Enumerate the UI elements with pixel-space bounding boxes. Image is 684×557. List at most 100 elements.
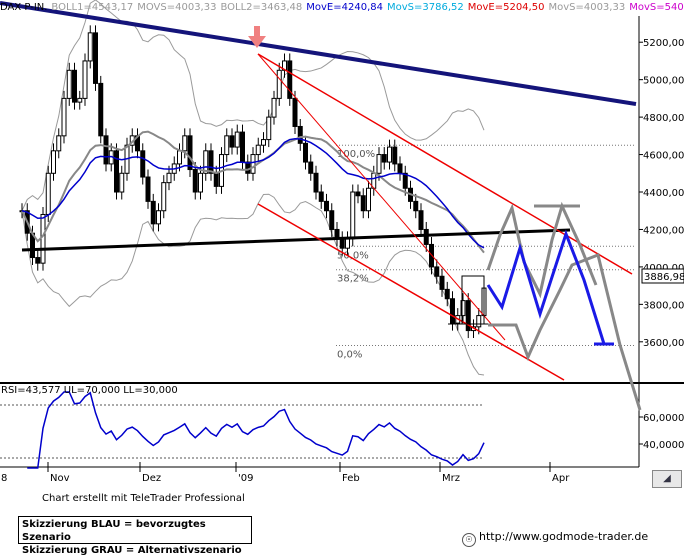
rsi-tick-40: 40,0000 <box>643 440 684 451</box>
candle-body <box>339 238 345 249</box>
candle-body <box>297 125 303 144</box>
candle-body <box>450 298 455 324</box>
y-tick-label: 5200,00 <box>643 38 684 49</box>
y-tick-label: 4800,00 <box>643 113 684 124</box>
candle-body <box>465 300 471 332</box>
candle-body <box>261 139 266 146</box>
candle-body <box>423 228 429 245</box>
y-tick-label: 5000,00 <box>643 76 684 87</box>
candle-body <box>376 154 382 174</box>
candle-body <box>240 131 245 163</box>
header-boll2: BOLL2=3463,48 <box>220 2 303 13</box>
last-price-tag: 3886,98 <box>641 268 684 284</box>
scroll-button[interactable]: ◢ <box>652 470 682 488</box>
scenario-gray-wave <box>486 201 598 299</box>
header-movs1: MOVS=4003,33 <box>137 2 217 13</box>
x-axis-labels: 8 Nov Dez '09 Feb Mrz Apr <box>1 462 570 484</box>
last-price-label: 3886,98 <box>644 272 684 283</box>
y-tick-label: 3800,00 <box>643 300 684 311</box>
candle-body <box>392 146 398 165</box>
candle-body <box>150 200 156 225</box>
candle-body <box>255 144 261 156</box>
support-line <box>21 228 571 252</box>
scenario-blue-path <box>486 229 606 345</box>
candle-body <box>45 172 51 215</box>
candle-body <box>187 135 193 171</box>
header-symbol: DAX P-IN. <box>0 2 48 13</box>
header-move: MovE=4240,84 <box>306 2 383 13</box>
candle-body <box>397 163 403 174</box>
candle-body <box>192 169 198 193</box>
candle-body <box>61 97 67 137</box>
candle-body <box>66 69 72 99</box>
candle-body <box>460 300 466 317</box>
bollinger-bands <box>21 0 485 376</box>
fib-label: 0,0% <box>337 350 362 361</box>
channel-lower-line <box>257 203 565 381</box>
candle-body <box>229 135 235 148</box>
website-link[interactable]: ☉ http://www.godmode-trader.de <box>462 530 648 547</box>
long-downtrend-line <box>0 1 637 106</box>
y-tick-label: 4600,00 <box>643 151 684 162</box>
candle-body <box>82 60 88 99</box>
candle-body <box>208 150 214 174</box>
legend-gray: Skizzierung GRAU = Alternativszenario <box>22 545 242 556</box>
x-tick-label: Feb <box>342 473 360 484</box>
x-tick-label: Mrz <box>442 473 460 484</box>
header-move2: MovE=5204,50 <box>467 2 545 13</box>
candle-body <box>381 154 387 163</box>
candle-body <box>308 161 314 174</box>
channel-inner-line <box>257 53 506 341</box>
x-tick-label: '09 <box>238 473 253 484</box>
signal-arrow-head <box>248 36 266 48</box>
candle-body <box>434 266 440 277</box>
candle-body <box>360 195 366 212</box>
y-axis-labels: 5200,00 5000,00 4800,00 4600,00 4400,00 4200,… <box>639 38 684 349</box>
candle-body <box>51 150 56 174</box>
candle-body <box>245 161 251 174</box>
candle-body <box>103 135 109 165</box>
main-panel <box>0 16 684 468</box>
candle-body <box>318 191 324 202</box>
globe-icon: ☉ <box>462 533 476 547</box>
y-tick-label: 4000,00 <box>643 263 684 274</box>
candle-body <box>177 150 182 165</box>
x-tick-label: Dez <box>142 473 161 484</box>
candle-body <box>413 200 419 212</box>
candle-body <box>350 191 356 240</box>
channel-upper-line <box>257 53 633 275</box>
candle-body <box>345 238 350 249</box>
fib-label: 38,2% <box>337 274 369 285</box>
y-tick-label: 3600,00 <box>643 338 684 349</box>
last-price-box <box>641 268 684 284</box>
candle-body <box>324 200 329 212</box>
sma-line <box>21 130 485 254</box>
candle-body <box>287 60 293 99</box>
candle-body <box>203 150 209 174</box>
scenario-sketches <box>486 201 642 411</box>
candle-body <box>40 213 46 264</box>
fib-label: 50,0% <box>337 250 369 261</box>
rsi-line <box>27 391 485 469</box>
moving-averages <box>21 130 485 254</box>
candle-body <box>198 172 203 193</box>
candle-body <box>271 97 277 118</box>
candle-body <box>93 32 98 84</box>
header-boll1: BOLL1=4543,17 <box>51 2 134 13</box>
candle-body <box>313 172 319 193</box>
scenario-legend: Skizzierung BLAU = bevorzugtes Szenario … <box>18 516 252 556</box>
candle-body <box>72 69 77 103</box>
candle-body <box>266 116 272 141</box>
signal-arrow <box>248 26 266 48</box>
candle-body <box>213 172 219 187</box>
candle-body <box>87 32 93 62</box>
candle-body <box>366 187 371 212</box>
candle-body <box>224 135 230 156</box>
candle-body <box>56 135 62 152</box>
candle-body <box>98 82 104 137</box>
x-tick-label: Nov <box>50 473 70 484</box>
candle-body <box>182 135 188 152</box>
header-movs2: MovS=3786,52 <box>386 2 464 13</box>
candle-body <box>119 172 125 193</box>
candle-body <box>439 275 445 290</box>
